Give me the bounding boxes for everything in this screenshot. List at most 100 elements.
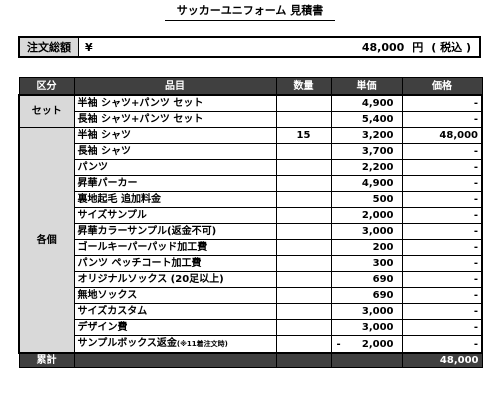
item-name: 昇華パーカー xyxy=(77,178,138,189)
price-cell: - xyxy=(401,319,483,336)
price-cell: - xyxy=(401,159,483,176)
unit-price-value: 4,900 xyxy=(361,98,394,109)
item-name: 裏地起毛 追加料金 xyxy=(77,194,161,205)
qty-cell xyxy=(275,319,332,336)
item-cell: 半袖 シャツ+パンツ セット xyxy=(73,94,277,112)
item-cell: 長袖 シャツ+パンツ セット xyxy=(73,111,277,128)
item-name: サイズサンプル xyxy=(77,210,147,221)
qty-cell xyxy=(275,239,332,256)
table-row: サイズカスタム 3,000- xyxy=(19,303,483,320)
order-total-box: 注文総額 ¥ 48,000 円 ( 税込 ) xyxy=(18,36,481,58)
unit-price-cell: 3,200 xyxy=(330,127,403,144)
table-row: デザイン費 3,000- xyxy=(19,319,483,336)
price-cell: - xyxy=(401,287,483,304)
table-row: ゴールキーパーパッド加工費 200- xyxy=(19,239,483,256)
order-total-label: 注文総額 xyxy=(20,38,79,56)
unit-price-cell: 690 xyxy=(330,271,403,288)
table-row: 各個 半袖 シャツ 15 3,200 48,000 xyxy=(18,127,483,354)
qty-cell xyxy=(275,335,332,354)
sum-row: 累計 48,000 xyxy=(18,352,483,368)
item-cell: 無地ソックス xyxy=(73,287,277,304)
unit-price-value: 690 xyxy=(372,290,394,301)
unit-price-value: 2,000 xyxy=(361,338,394,350)
item-name: オリジナルソックス (20足以上) xyxy=(77,274,224,285)
table-row: サンプルボックス返金(※11着注文時) -2,000- xyxy=(19,335,483,354)
unit-price-sign: - xyxy=(336,338,341,350)
item-name: パンツ xyxy=(77,162,109,173)
qty-cell: 15 xyxy=(275,127,332,144)
item-cell: パンツ ペッチコート加工費 xyxy=(73,255,277,272)
unit-price-value: 500 xyxy=(372,194,394,205)
unit-price-value: 3,000 xyxy=(361,322,394,333)
item-cell: 長袖 シャツ xyxy=(73,143,277,160)
order-total-tax-note: ( 税込 ) xyxy=(431,41,471,54)
price-cell: - xyxy=(401,94,483,112)
price-cell: - xyxy=(401,207,483,224)
item-cell: ゴールキーパーパッド加工費 xyxy=(73,239,277,256)
price-cell: - xyxy=(401,271,483,288)
unit-price-value: 200 xyxy=(372,242,394,253)
item-name: 昇華カラーサンプル(返金不可) xyxy=(77,226,217,237)
item-cell: サンプルボックス返金(※11着注文時) xyxy=(73,335,277,354)
item-name: サイズカスタム xyxy=(77,306,148,317)
price-cell: - xyxy=(401,239,483,256)
sum-price: 48,000 xyxy=(401,352,483,368)
table-row: サイズサンプル 2,000- xyxy=(19,207,483,224)
qty-cell xyxy=(275,143,332,160)
unit-price-cell: 3,000 xyxy=(330,223,403,240)
item-name: 長袖 シャツ xyxy=(77,146,131,157)
table-row: 昇華カラーサンプル(返金不可) 3,000- xyxy=(19,223,483,240)
price-cell: - xyxy=(401,191,483,208)
table-row: 長袖 シャツ 3,700- xyxy=(19,143,483,160)
price-cell: - xyxy=(401,223,483,240)
item-name: パンツ ペッチコート加工費 xyxy=(77,258,202,269)
price-cell: 48,000 xyxy=(401,127,483,144)
item-cell: サイズカスタム xyxy=(73,303,277,320)
unit-price-value: 3,000 xyxy=(361,306,394,317)
header-category: 区分 xyxy=(18,77,75,96)
unit-price-cell: - 2,000 xyxy=(330,335,403,354)
unit-price-value: 2,000 xyxy=(361,210,394,221)
qty-cell xyxy=(275,191,332,208)
price-cell: - xyxy=(401,335,483,354)
qty-cell xyxy=(275,223,332,240)
category-cell: セット xyxy=(18,94,75,128)
qty-cell xyxy=(275,303,332,320)
qty-cell xyxy=(275,287,332,304)
header-unit-price: 単価 xyxy=(330,77,403,96)
item-cell: サイズサンプル xyxy=(73,207,277,224)
table-row: 裏地起毛 追加料金 500- xyxy=(19,191,483,208)
item-cell: 昇華カラーサンプル(返金不可) xyxy=(73,223,277,240)
unit-price-value: 3,200 xyxy=(361,130,394,141)
unit-price-cell: 3,000 xyxy=(330,303,403,320)
unit-price-value: 5,400 xyxy=(361,114,394,125)
item-cell: オリジナルソックス (20足以上) xyxy=(73,271,277,288)
item-name: 無地ソックス xyxy=(77,290,138,301)
qty-cell xyxy=(275,255,332,272)
header-qty: 数量 xyxy=(275,77,332,96)
unit-price-value: 300 xyxy=(372,258,394,269)
order-total-amount-cell: 48,000 円 ( 税込 ) xyxy=(115,38,479,56)
table-row: 無地ソックス 690- xyxy=(19,287,483,304)
item-name: 半袖 シャツ xyxy=(77,130,131,141)
unit-price-cell: 690 xyxy=(330,287,403,304)
header-price: 価格 xyxy=(401,77,483,96)
unit-price-value: 2,200 xyxy=(361,162,394,173)
unit-price-cell: 300 xyxy=(330,255,403,272)
currency-symbol: ¥ xyxy=(85,40,93,54)
item-cell: デザイン費 xyxy=(73,319,277,336)
item-note: (※11着注文時) xyxy=(176,340,228,348)
price-cell: - xyxy=(401,303,483,320)
qty-cell xyxy=(275,271,332,288)
item-cell: 半袖 シャツ xyxy=(73,127,277,144)
price-cell: - xyxy=(401,175,483,192)
table-header-row: 区分 品目 数量 単価 価格 xyxy=(18,77,483,96)
unit-price-cell: 2,000 xyxy=(330,207,403,224)
order-total-amount: 48,000 xyxy=(361,40,405,54)
sum-label: 累計 xyxy=(18,352,75,368)
unit-price-cell: 3,000 xyxy=(330,319,403,336)
table-row: 長袖 シャツ+パンツ セット 5,400- xyxy=(19,111,483,128)
qty-cell xyxy=(275,94,332,112)
item-name: 半袖 シャツ+パンツ セット xyxy=(77,98,204,109)
item-name: サンプルボックス返金 xyxy=(77,338,177,349)
